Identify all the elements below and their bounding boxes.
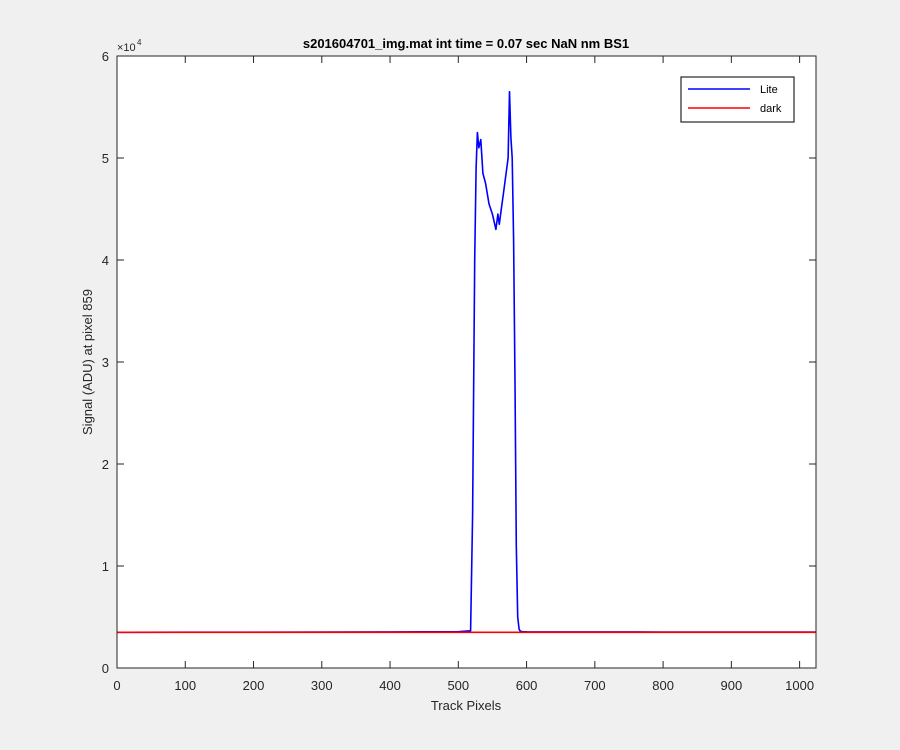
y-tick-label: 1 bbox=[102, 559, 109, 574]
y-axis-label: Signal (ADU) at pixel 859 bbox=[80, 289, 95, 435]
legend-label-lite: Lite bbox=[760, 84, 778, 96]
y-tick-label: 2 bbox=[102, 457, 109, 472]
plot-area bbox=[117, 56, 816, 668]
x-tick-label: 400 bbox=[379, 678, 401, 693]
series-layer bbox=[116, 90, 817, 634]
x-axis-label: Track Pixels bbox=[431, 698, 502, 713]
x-tick-label: 300 bbox=[311, 678, 333, 693]
legend-label-dark: dark bbox=[760, 103, 782, 115]
y-tick-label: 5 bbox=[102, 151, 109, 166]
legend: Lite dark bbox=[680, 76, 795, 123]
x-tick-label: 600 bbox=[516, 678, 538, 693]
chart-title: s201604701_img.mat int time = 0.07 sec N… bbox=[303, 36, 629, 51]
x-tick-label: 700 bbox=[584, 678, 606, 693]
y-tick-label: 4 bbox=[102, 253, 109, 268]
x-tick-label: 200 bbox=[243, 678, 265, 693]
y-exponent-base: ×10 bbox=[117, 42, 136, 54]
x-tick-label: 800 bbox=[652, 678, 674, 693]
y-tick-label: 3 bbox=[102, 355, 109, 370]
x-tick-label: 500 bbox=[447, 678, 469, 693]
axes-box bbox=[116, 55, 817, 669]
x-tick-label: 1000 bbox=[785, 678, 814, 693]
y-tick-label: 0 bbox=[102, 661, 109, 676]
legend-box bbox=[680, 76, 795, 123]
y-tick-label: 6 bbox=[102, 49, 109, 64]
x-tick-label: 100 bbox=[174, 678, 196, 693]
series-line-lite bbox=[116, 90, 817, 634]
y-exponent-power: 4 bbox=[137, 38, 142, 47]
x-tick-label: 0 bbox=[113, 678, 120, 693]
x-tick-label: 900 bbox=[721, 678, 743, 693]
ticks-layer: 0 100 200 300 400 500 600 700 800 900 1000 0 1 2 3 4 5 6 bbox=[102, 49, 816, 693]
